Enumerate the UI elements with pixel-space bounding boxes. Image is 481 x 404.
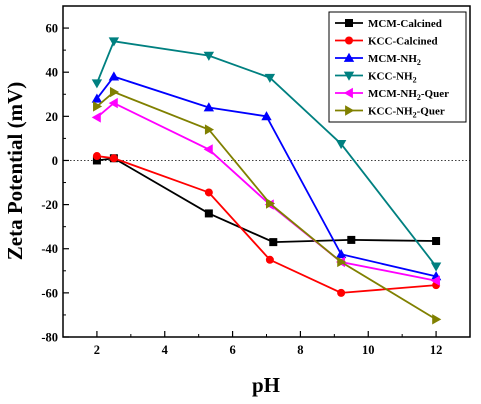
x-tick-label-10: 10	[362, 343, 375, 357]
data-point	[91, 79, 103, 89]
series-5	[93, 86, 442, 325]
legend-entry-1: KCC-Calcined	[335, 36, 438, 48]
series-1	[92, 152, 441, 297]
legend-marker	[345, 105, 355, 116]
y-tick-label--20: -20	[41, 198, 58, 212]
data-point	[335, 249, 347, 259]
data-point	[430, 262, 442, 272]
data-point	[204, 124, 215, 135]
data-point	[261, 111, 272, 121]
legend-marker	[345, 19, 353, 27]
data-point	[93, 101, 103, 112]
data-point	[204, 209, 213, 218]
series-2	[91, 71, 442, 281]
legend-entry-3: KCC-NH2	[335, 71, 417, 85]
legend-marker	[343, 87, 353, 99]
data-point	[265, 198, 276, 209]
x-tick-label-6: 6	[229, 343, 235, 357]
y-axis-title: Zeta Potential (mV)	[3, 82, 27, 260]
y-tick-label-40: 40	[46, 66, 59, 80]
legend-label: MCM-Calcined	[368, 18, 442, 30]
legend-box	[328, 11, 467, 123]
data-point	[269, 238, 278, 247]
legend-label: KCC-NH2-Quer	[368, 106, 445, 120]
data-point	[108, 37, 120, 47]
legend-entry-2: MCM-NH2	[335, 52, 421, 67]
data-point	[265, 255, 274, 264]
data-point	[91, 93, 103, 103]
legend-label: MCM-NH2-Quer	[368, 88, 449, 102]
legend-label: KCC-NH2	[368, 71, 417, 85]
x-tick-label-12: 12	[430, 343, 443, 357]
y-tick-label--40: -40	[41, 242, 58, 256]
data-point	[91, 112, 101, 123]
legend-marker	[343, 52, 355, 62]
y-tick-label--80: -80	[41, 331, 58, 345]
legend-marker	[345, 36, 353, 45]
legend-entry-5: KCC-NH2-Quer	[335, 105, 445, 120]
data-point	[92, 152, 101, 161]
data-point	[264, 73, 276, 83]
series-line-3	[96, 40, 437, 267]
data-point	[203, 51, 215, 61]
series-3	[91, 37, 442, 272]
data-point	[108, 97, 118, 109]
y-tick-label-20: 20	[46, 110, 59, 124]
data-point	[337, 288, 346, 297]
y-tick-label--60: -60	[41, 286, 58, 300]
data-point	[335, 140, 347, 150]
series-4	[91, 97, 440, 286]
data-point	[108, 71, 120, 81]
series-line-4	[96, 102, 437, 282]
legend-marker	[343, 71, 355, 81]
legend-label: MCM-NH2	[368, 53, 421, 67]
data-point	[109, 154, 118, 163]
y-tick-label-0: 0	[52, 154, 58, 168]
data-point	[337, 256, 347, 268]
legend-label: KCC-Calcined	[368, 36, 438, 48]
x-tick-label-4: 4	[162, 343, 169, 357]
legend-entry-4: MCM-NH2-Quer	[335, 87, 449, 102]
data-point	[204, 188, 213, 197]
data-point	[432, 314, 442, 325]
x-tick-label-2: 2	[94, 343, 100, 357]
series-line-1	[96, 155, 437, 294]
data-point	[203, 102, 215, 112]
data-point	[92, 156, 101, 165]
x-tick-label-8: 8	[297, 343, 303, 357]
data-point	[430, 275, 440, 286]
data-point	[432, 237, 441, 246]
data-point	[109, 86, 120, 98]
legend-entry-0: MCM-Calcined	[335, 18, 442, 30]
x-axis-title: pH	[252, 373, 280, 397]
data-point	[203, 144, 213, 155]
y-tick-label-60: 60	[46, 22, 59, 36]
data-point	[347, 235, 356, 244]
